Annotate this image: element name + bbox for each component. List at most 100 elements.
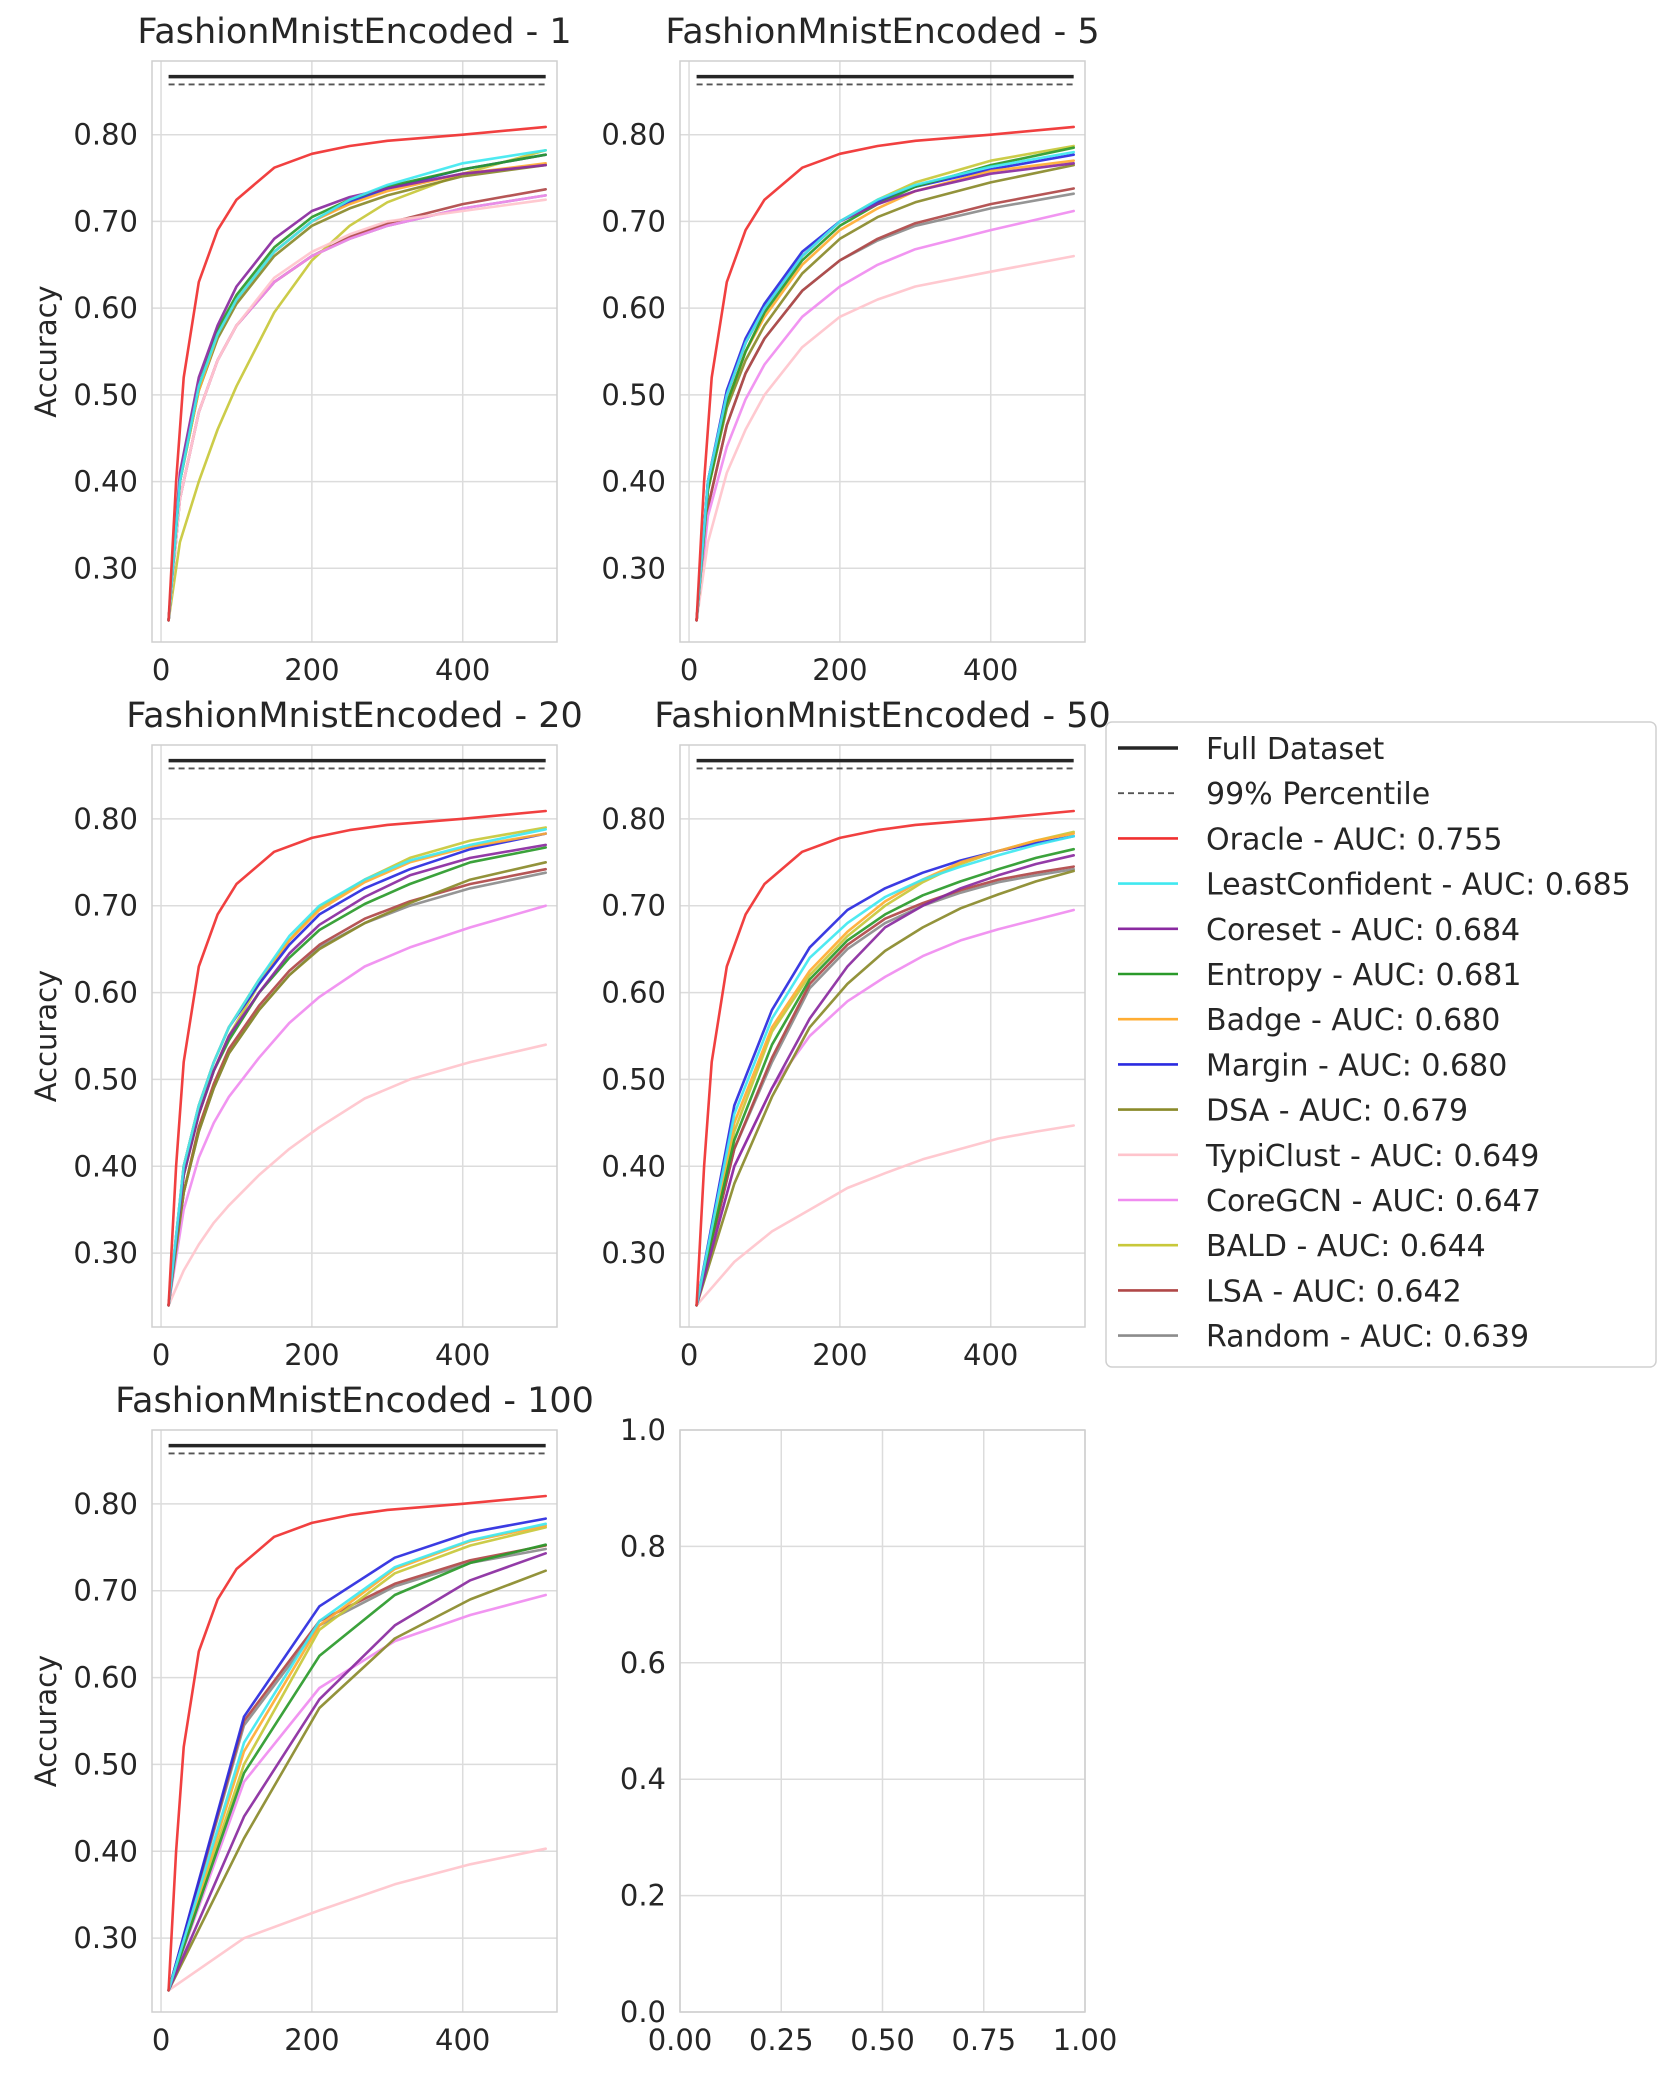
y-tick-label: 0.80 (601, 118, 666, 152)
x-tick-label: 400 (435, 2023, 490, 2057)
legend-label: Entropy - AUC: 0.681 (1206, 958, 1521, 993)
y-tick-label: 0.50 (73, 1747, 138, 1781)
y-tick-label: 0.50 (73, 1062, 138, 1096)
series-line-coregcn (695, 209, 1075, 622)
y-tick-label: 0.8 (620, 1529, 666, 1563)
y-tick-label: 0.60 (601, 291, 666, 325)
subplot-empty: 0.00 0.25 0.50 0.75 1.00 0.0 0.2 0.4 0.6 0.8 1.0 (620, 1413, 1117, 2057)
axes-frame (151, 1429, 558, 2013)
x-tick-label: 0.75 (951, 2023, 1016, 2057)
legend: Full Dataset 99% Percentile Oracle - AUC: … (1105, 721, 1657, 1368)
x-tick-label: 0 (152, 2023, 170, 2057)
series-line-coregcn (167, 194, 548, 622)
y-tick-label: 0.70 (601, 204, 666, 238)
y-tick-label: 1.0 (620, 1413, 666, 1447)
series-line-dsa (167, 860, 548, 1307)
series-line-coregcn (167, 904, 548, 1307)
axes-frame (679, 60, 1086, 643)
series-line-lsa (167, 1544, 548, 1992)
series-line-leastconfident (167, 1522, 548, 1992)
y-tick-label: 0.70 (73, 204, 138, 238)
y-tick-label: 0.50 (601, 1062, 666, 1096)
y-tick-label: 0.30 (73, 551, 138, 585)
series-line-typiclust (695, 254, 1075, 622)
y-tick-label: 0.80 (73, 802, 138, 836)
subplot-title: FashionMnistEncoded - 50 (654, 696, 1111, 736)
y-tick-label: 0.70 (73, 889, 138, 923)
y-axis-label: Accuracy (29, 1655, 63, 1787)
x-tick-label: 0 (680, 653, 698, 687)
y-tick-label: 0.4 (620, 1762, 666, 1796)
y-tick-label: 0.60 (73, 1661, 138, 1695)
x-tick-label: 0 (152, 653, 170, 687)
series-line-bald (167, 826, 548, 1307)
y-tick-label: 0.40 (601, 465, 666, 499)
series-line-coreset (167, 163, 548, 622)
legend-label: Random - AUC: 0.639 (1206, 1320, 1529, 1355)
y-tick-label: 0.60 (73, 976, 138, 1010)
series-line-lsa (167, 188, 548, 622)
series-line-bald (167, 1526, 548, 1992)
y-tick-label: 0.40 (73, 1834, 138, 1868)
y-tick-label: 0.30 (601, 1236, 666, 1270)
legend-label: DSA - AUC: 0.679 (1206, 1094, 1468, 1129)
series-line-random (695, 192, 1075, 622)
series-line-leastconfident (695, 834, 1075, 1307)
x-tick-label: 0 (680, 1338, 698, 1372)
series-line-coreset (695, 853, 1075, 1307)
y-tick-label: 0.2 (620, 1879, 666, 1913)
y-tick-label: 0.60 (601, 976, 666, 1010)
x-tick-label: 400 (435, 653, 490, 687)
y-tick-label: 0.60 (73, 291, 138, 325)
series-line-bald (167, 149, 548, 622)
series-line-coregcn (167, 1593, 548, 1992)
x-tick-label: 200 (284, 2023, 339, 2057)
y-tick-label: 0.70 (601, 889, 666, 923)
series-line-random (167, 871, 548, 1307)
x-tick-label: 0.25 (749, 2023, 814, 2057)
y-axis-label: Accuracy (29, 285, 63, 417)
legend-label: 99% Percentile (1206, 777, 1430, 812)
y-tick-label: 0.40 (73, 1149, 138, 1183)
series-line-entropy (167, 1543, 548, 1992)
x-tick-label: 0 (152, 1338, 170, 1372)
y-tick-label: 0.30 (73, 1921, 138, 1955)
series-line-random (695, 867, 1075, 1307)
subplot-title: FashionMnistEncoded - 100 (115, 1381, 594, 1421)
series-line-typiclust (167, 198, 548, 622)
subplot-4: 0 200 400 0.30 0.40 0.50 0.60 0.70 0.80 FashionMn… (601, 696, 1110, 1372)
y-tick-label: 0.30 (601, 551, 666, 585)
x-tick-label: 0.00 (648, 2023, 713, 2057)
series-line-lsa (167, 867, 548, 1307)
series-line-margin (167, 1517, 548, 1992)
series-line-leastconfident (695, 150, 1075, 622)
series-line-entropy (167, 153, 548, 622)
y-tick-label: 0.30 (73, 1236, 138, 1270)
x-tick-label: 400 (963, 653, 1018, 687)
x-tick-label: 0.50 (850, 2023, 915, 2057)
y-tick-label: 0.80 (73, 118, 138, 152)
y-tick-label: 0.80 (73, 1487, 138, 1521)
series-line-oracle (695, 125, 1075, 622)
series-line-lsa (695, 187, 1075, 622)
x-tick-label: 200 (284, 1338, 339, 1372)
series-line-typiclust (167, 1043, 548, 1307)
legend-label: Coreset - AUC: 0.684 (1206, 913, 1520, 948)
y-tick-label: 0.70 (73, 1574, 138, 1608)
legend-label: Margin - AUC: 0.680 (1206, 1048, 1507, 1083)
y-tick-label: 0.40 (73, 465, 138, 499)
series-line-dsa (167, 1569, 548, 1992)
x-tick-label: 400 (963, 1338, 1018, 1372)
series-line-typiclust (695, 1124, 1075, 1307)
series-line-leastconfident (167, 149, 548, 622)
subplot-title: FashionMnistEncoded - 20 (126, 696, 583, 736)
y-tick-label: 0.50 (601, 378, 666, 412)
series-line-random (167, 194, 548, 622)
series-line-random (167, 1547, 548, 1992)
series-line-coreset (167, 1552, 548, 1992)
x-tick-label: 200 (284, 653, 339, 687)
series-line-entropy (695, 847, 1075, 1307)
y-tick-label: 0.0 (620, 1995, 666, 2029)
series-line-badge (695, 159, 1075, 622)
